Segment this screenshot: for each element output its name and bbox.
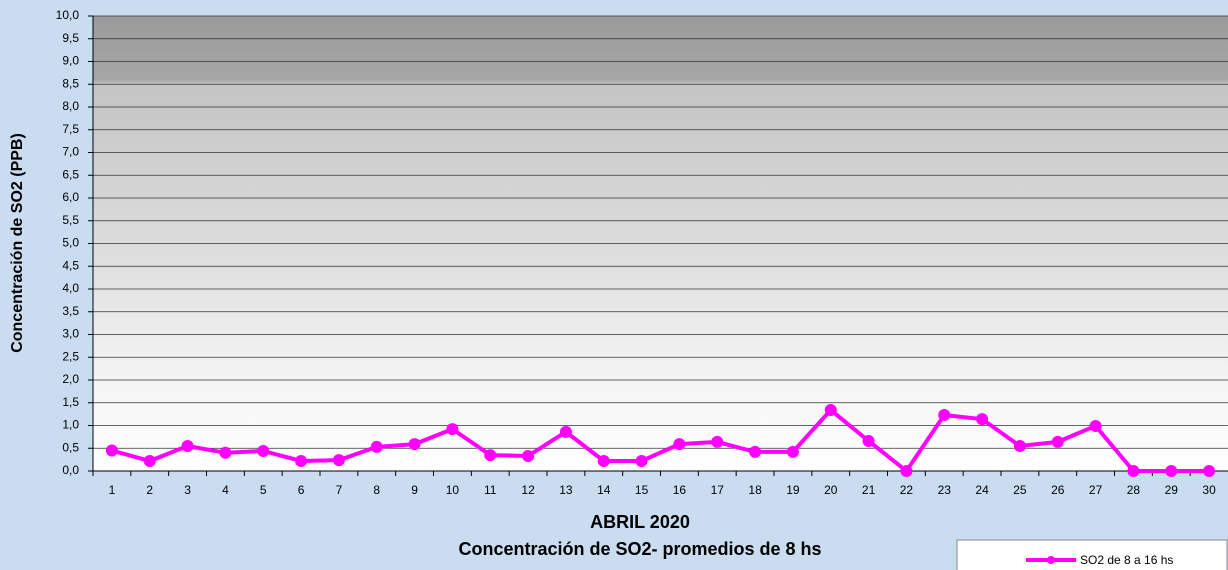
x-tick-label: 30 bbox=[1202, 483, 1216, 497]
x-tick-label: 9 bbox=[411, 483, 418, 497]
x-tick-label: 19 bbox=[786, 483, 800, 497]
x-tick-label: 16 bbox=[673, 483, 687, 497]
x-tick-label: 20 bbox=[824, 483, 838, 497]
series-line bbox=[111, 407, 1210, 474]
data-point bbox=[522, 449, 535, 462]
x-tick-label: 12 bbox=[521, 483, 535, 497]
y-tick-label: 5,0 bbox=[62, 236, 79, 250]
x-tick-label: 2 bbox=[146, 483, 153, 497]
data-point bbox=[786, 445, 799, 458]
x-tick-label: 23 bbox=[938, 483, 952, 497]
data-point bbox=[332, 454, 345, 467]
y-tick-label: 8,0 bbox=[62, 99, 79, 113]
y-axis-label: Concentración de SO2 (PPB) bbox=[9, 133, 26, 353]
y-tick-label: 9,0 bbox=[62, 54, 79, 68]
data-point bbox=[938, 409, 951, 422]
y-tick-label: 8,5 bbox=[62, 76, 79, 90]
data-point bbox=[257, 444, 270, 457]
y-tick-label: 1,0 bbox=[62, 418, 79, 432]
legend-marker bbox=[1047, 556, 1055, 564]
x-tick-label: 3 bbox=[184, 483, 191, 497]
data-point bbox=[484, 449, 497, 462]
y-tick-label: 4,5 bbox=[62, 258, 79, 272]
data-point bbox=[408, 438, 421, 451]
y-tick-label: 0,0 bbox=[62, 463, 79, 477]
x-tick-label: 17 bbox=[711, 483, 725, 497]
x-tick-label: 7 bbox=[336, 483, 343, 497]
x-tick-label: 1 bbox=[109, 483, 116, 497]
y-tick-label: 0,5 bbox=[62, 440, 79, 454]
data-point bbox=[559, 425, 572, 438]
x-tick-label: 25 bbox=[1013, 483, 1027, 497]
data-point bbox=[597, 454, 610, 467]
data-point bbox=[1127, 465, 1140, 477]
x-tick-label: 11 bbox=[484, 483, 497, 497]
y-tick-label: 1,5 bbox=[62, 395, 79, 409]
x-tick-label: 14 bbox=[597, 483, 611, 497]
y-tick-label: 4,0 bbox=[62, 281, 79, 295]
data-point bbox=[181, 439, 194, 452]
data-point bbox=[862, 434, 875, 447]
data-point bbox=[673, 438, 686, 451]
chart-title: Concentración de SO2- promedios de 8 hs bbox=[458, 539, 821, 559]
y-tick-label: 6,0 bbox=[62, 190, 79, 204]
y-tick-label: 10,0 bbox=[56, 8, 80, 22]
data-point bbox=[1165, 465, 1178, 477]
x-tick-label: 5 bbox=[260, 483, 267, 497]
y-tick-label: 2,5 bbox=[62, 349, 79, 363]
data-point bbox=[219, 446, 232, 459]
data-point bbox=[1203, 465, 1216, 477]
data-point bbox=[749, 445, 762, 458]
y-tick-label: 9,5 bbox=[62, 31, 79, 45]
data-point bbox=[1013, 439, 1026, 452]
x-axis-label: ABRIL 2020 bbox=[590, 512, 690, 532]
x-tick-label: 29 bbox=[1165, 483, 1179, 497]
y-tick-label: 3,0 bbox=[62, 327, 79, 341]
x-tick-label: 8 bbox=[373, 483, 380, 497]
data-point bbox=[900, 465, 913, 477]
y-tick-label: 3,5 bbox=[62, 304, 79, 318]
data-point bbox=[1089, 419, 1102, 432]
data-point bbox=[370, 440, 383, 453]
x-tick-label: 22 bbox=[900, 483, 914, 497]
legend-label: SO2 de 8 a 16 hs bbox=[1080, 553, 1173, 567]
x-tick-label: 6 bbox=[298, 483, 305, 497]
x-tick-label: 24 bbox=[975, 483, 989, 497]
x-tick-label: 26 bbox=[1051, 483, 1065, 497]
x-tick-label: 13 bbox=[559, 483, 573, 497]
data-point bbox=[105, 444, 118, 457]
y-tick-label: 7,5 bbox=[62, 122, 79, 136]
x-tick-label: 10 bbox=[446, 483, 460, 497]
data-point bbox=[446, 423, 459, 436]
data-point bbox=[711, 435, 724, 448]
x-tick-label: 27 bbox=[1089, 483, 1103, 497]
y-tick-label: 2,0 bbox=[62, 372, 79, 386]
x-tick-label: 28 bbox=[1127, 483, 1141, 497]
data-point bbox=[295, 454, 308, 467]
x-tick-label: 15 bbox=[635, 483, 649, 497]
x-tick-label: 4 bbox=[222, 483, 229, 497]
data-point bbox=[976, 413, 989, 426]
y-tick-label: 5,5 bbox=[62, 213, 79, 227]
legend bbox=[956, 539, 1228, 570]
data-point bbox=[143, 454, 156, 467]
x-tick-label: 21 bbox=[862, 483, 876, 497]
data-point bbox=[824, 404, 837, 417]
data-point bbox=[1051, 435, 1064, 448]
y-tick-label: 7,0 bbox=[62, 145, 79, 159]
x-tick-label: 18 bbox=[748, 483, 762, 497]
data-point bbox=[635, 454, 648, 467]
y-tick-label: 6,5 bbox=[62, 167, 79, 181]
